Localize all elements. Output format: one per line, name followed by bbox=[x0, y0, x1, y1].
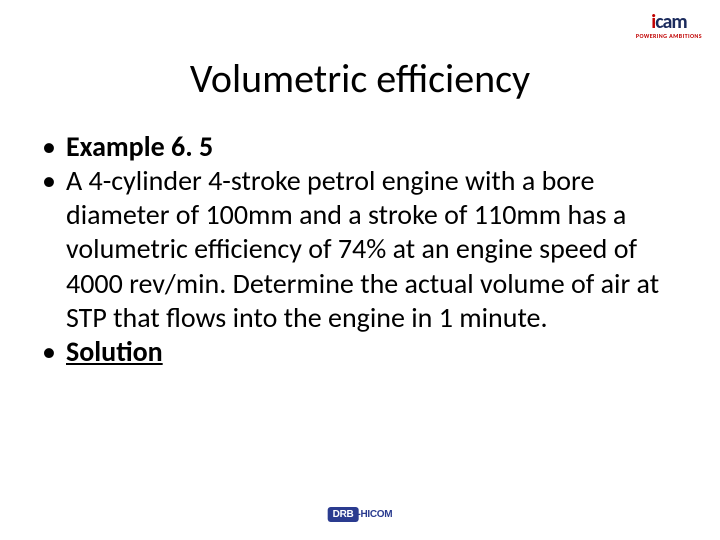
bullet-list: Example 6. 5A 4-cylinder 4-stroke petrol… bbox=[42, 130, 678, 369]
bullet-item: Solution bbox=[42, 335, 678, 369]
logo-bottom: DRB-HICOM bbox=[328, 507, 393, 522]
bullet-text: Example 6. 5 bbox=[66, 129, 213, 164]
slide-body: Example 6. 5A 4-cylinder 4-stroke petrol… bbox=[42, 130, 678, 369]
bullet-item: Example 6. 5 bbox=[42, 130, 678, 164]
logo-top-tagline: POWERING AMBITIONS bbox=[636, 32, 702, 40]
bullet-text: Solution bbox=[66, 334, 163, 369]
logo-bottom-left: DRB bbox=[328, 507, 359, 522]
slide-title: Volumetric efficiency bbox=[0, 54, 720, 103]
slide: icam POWERING AMBITIONS Volumetric effic… bbox=[0, 0, 720, 540]
logo-top-main: cam bbox=[655, 10, 686, 34]
logo-bottom-right: -HICOM bbox=[357, 509, 392, 520]
logo-top-brand: icam bbox=[651, 10, 686, 34]
bullet-text: A 4-cylinder 4-stroke petrol engine with… bbox=[66, 163, 659, 335]
bullet-item: A 4-cylinder 4-stroke petrol engine with… bbox=[42, 164, 678, 335]
logo-top: icam POWERING AMBITIONS bbox=[636, 10, 702, 40]
